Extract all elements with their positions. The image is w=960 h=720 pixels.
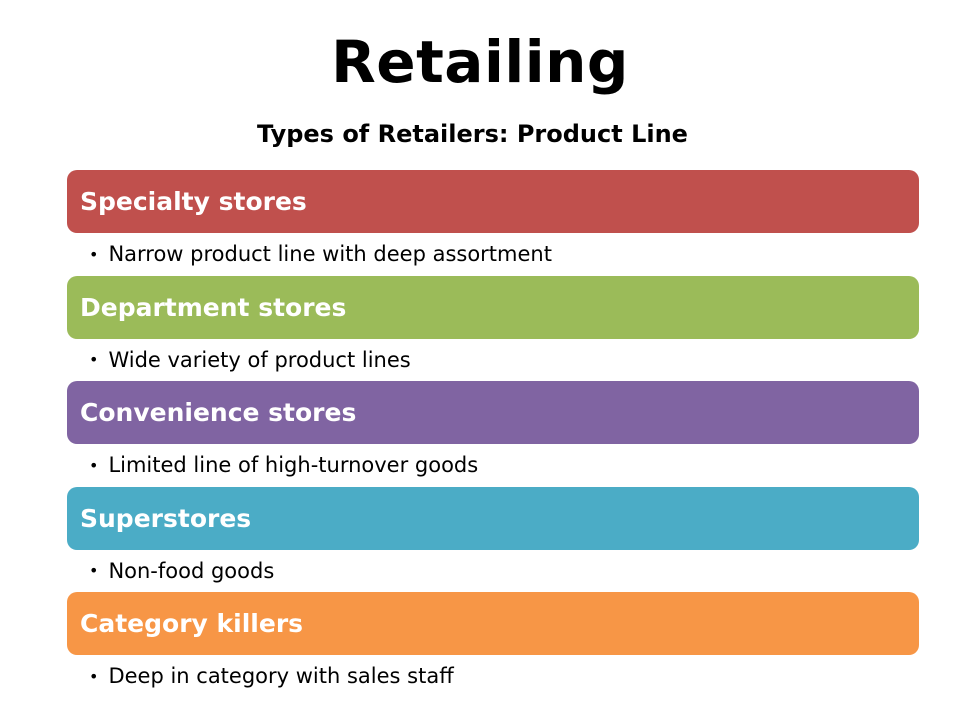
- list-item-heading: Department stores: [67, 275, 919, 339]
- retailer-type-list: Specialty stores • Narrow product line w…: [67, 170, 919, 698]
- list-item-detail: • Limited line of high-turnover goods: [67, 444, 919, 487]
- list-item-heading-text: Department stores: [80, 292, 347, 322]
- list-item-heading: Convenience stores: [67, 381, 919, 444]
- list-item-category-killers: Category killers • Deep in category with…: [67, 592, 919, 698]
- list-item-convenience-stores: Convenience stores • Limited line of hig…: [67, 381, 919, 487]
- list-item-heading-text: Category killers: [80, 609, 304, 638]
- bullet-icon: •: [89, 666, 99, 686]
- list-item-heading: Category killers: [67, 592, 919, 655]
- list-item-detail-text: Limited line of high-turnover goods: [108, 453, 479, 478]
- list-item-superstores: Superstores • Non-food goods: [67, 486, 919, 593]
- list-item-detail: • Deep in category with sales staff: [67, 655, 919, 698]
- bullet-icon: •: [89, 350, 99, 370]
- slide-subtitle: Types of Retailers: Product Line: [257, 120, 688, 148]
- list-item-detail-text: Wide variety of product lines: [108, 347, 411, 372]
- list-item-specialty-stores: Specialty stores • Narrow product line w…: [67, 170, 919, 276]
- bullet-icon: •: [89, 455, 99, 475]
- list-item-detail-text: Narrow product line with deep assortment: [108, 242, 552, 267]
- list-item-heading-text: Convenience stores: [80, 398, 357, 427]
- list-item-detail-text: Non-food goods: [108, 558, 275, 583]
- list-item-detail-text: Deep in category with sales staff: [108, 664, 454, 689]
- list-item-detail: • Non-food goods: [67, 550, 919, 593]
- slide-title: Retailing: [331, 28, 629, 96]
- bullet-icon: •: [89, 244, 99, 264]
- list-item-heading: Superstores: [67, 486, 919, 550]
- list-item-detail: • Wide variety of product lines: [67, 339, 919, 382]
- list-item-heading-text: Specialty stores: [80, 187, 307, 216]
- bullet-icon: •: [89, 561, 99, 581]
- list-item-department-stores: Department stores • Wide variety of prod…: [67, 275, 919, 382]
- list-item-heading: Specialty stores: [67, 170, 919, 233]
- list-item-heading-text: Superstores: [80, 503, 252, 533]
- list-item-detail: • Narrow product line with deep assortme…: [67, 233, 919, 276]
